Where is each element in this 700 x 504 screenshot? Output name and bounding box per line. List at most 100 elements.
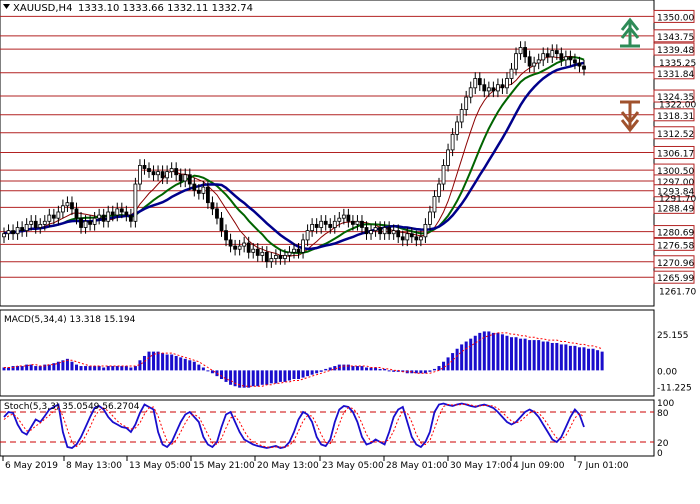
candle[interactable] [142,159,147,175]
candle[interactable] [486,81,491,98]
candle[interactable] [568,50,573,67]
candle[interactable] [15,221,20,240]
candle[interactable] [577,56,582,73]
candle[interactable] [473,72,478,95]
candle[interactable] [33,215,38,234]
candle[interactable] [477,72,482,91]
symbol-menu-triangle-icon[interactable] [3,4,10,9]
candle[interactable] [441,159,446,191]
candle[interactable] [532,56,537,73]
candlesticks[interactable] [2,41,586,268]
candle[interactable] [260,246,265,262]
candle[interactable] [210,196,215,216]
candle[interactable] [138,159,142,191]
candle[interactable] [337,211,342,228]
candle[interactable] [355,215,360,231]
candle[interactable] [110,205,115,222]
candle[interactable] [97,208,102,225]
candle[interactable] [183,168,188,188]
candle[interactable] [509,62,514,85]
candle[interactable] [437,177,441,203]
candle[interactable] [514,47,518,76]
candle[interactable] [115,202,120,222]
candle[interactable] [133,177,138,228]
candle[interactable] [178,168,183,188]
candle[interactable] [464,90,469,116]
candle[interactable] [518,41,523,60]
candle[interactable] [405,227,410,247]
candle[interactable] [496,78,500,98]
candle[interactable] [2,227,6,244]
candle[interactable] [56,205,61,225]
candle[interactable] [242,236,247,253]
candle[interactable] [92,211,97,231]
candle[interactable] [20,221,25,237]
candle[interactable] [323,215,328,231]
candle[interactable] [418,230,423,247]
candle[interactable] [409,227,414,244]
candle[interactable] [124,205,129,222]
candle[interactable] [147,162,151,178]
candle[interactable] [169,162,174,178]
candle[interactable] [219,211,224,237]
candle[interactable] [314,218,319,234]
candle[interactable] [6,224,11,240]
candle[interactable] [196,184,201,200]
candle[interactable] [42,215,47,231]
candle[interactable] [523,41,527,63]
candle[interactable] [459,103,464,129]
candle[interactable] [446,143,450,172]
candle[interactable] [527,50,532,73]
candle[interactable] [79,211,83,234]
candle[interactable] [382,221,387,240]
candle[interactable] [378,221,382,240]
candle[interactable] [305,224,310,247]
candle[interactable] [128,208,133,228]
candle[interactable] [328,218,333,234]
candle[interactable] [332,215,337,234]
candle[interactable] [423,218,428,244]
candle[interactable] [65,196,70,212]
candle[interactable] [369,224,373,240]
candle[interactable] [38,218,43,234]
candle[interactable] [74,202,79,225]
candle[interactable] [373,221,378,237]
candle[interactable] [201,180,206,200]
candle[interactable] [360,215,364,234]
candle[interactable] [224,224,228,247]
candle[interactable] [278,249,283,265]
candle[interactable] [51,208,56,225]
candle[interactable] [296,243,301,259]
candle[interactable] [156,165,160,181]
candle[interactable] [428,205,432,231]
candle[interactable] [192,177,197,197]
candle[interactable] [29,215,34,231]
candle[interactable] [174,162,179,181]
candle[interactable] [554,44,559,60]
candle[interactable] [292,243,296,259]
candle[interactable] [237,239,242,256]
candle[interactable] [450,128,455,157]
candle[interactable] [391,224,396,240]
candle[interactable] [151,165,156,181]
candle[interactable] [160,165,165,185]
candle[interactable] [70,196,74,216]
candle[interactable] [246,236,251,259]
candle[interactable] [545,47,550,63]
candle[interactable] [310,218,315,237]
candle[interactable] [491,81,496,98]
candle[interactable] [255,243,260,262]
candle[interactable] [468,81,473,104]
candle[interactable] [559,47,564,67]
candle[interactable] [505,72,509,95]
candle[interactable] [287,246,292,262]
candle[interactable] [482,78,487,98]
candle[interactable] [396,224,401,244]
candle[interactable] [269,252,274,268]
candle[interactable] [400,230,405,247]
candle[interactable] [83,215,88,234]
candle[interactable] [283,249,287,265]
candle[interactable] [273,249,278,265]
candle[interactable] [165,165,170,185]
